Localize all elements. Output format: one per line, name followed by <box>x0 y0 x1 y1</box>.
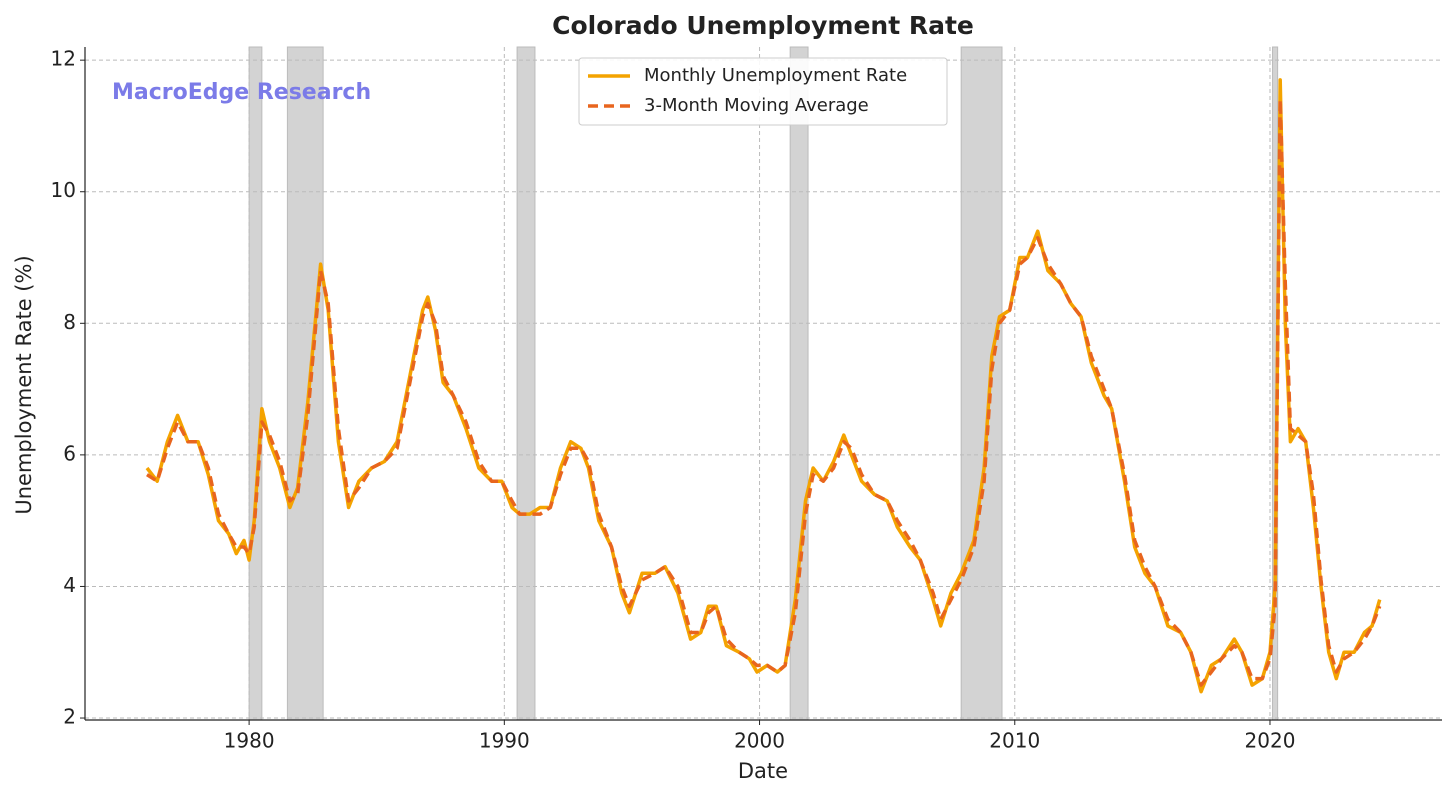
x-tick-label: 1980 <box>224 729 275 753</box>
legend-label: 3-Month Moving Average <box>644 95 869 116</box>
recession-band <box>960 46 1003 721</box>
x-tick-label: 2020 <box>1245 729 1296 753</box>
x-tick-label: 2000 <box>734 729 785 753</box>
y-tick-label: 2 <box>63 705 76 729</box>
series-line <box>146 97 1382 687</box>
y-tick-label: 8 <box>63 310 76 334</box>
series-line <box>145 78 1382 694</box>
x-tick-label: 2010 <box>989 729 1040 753</box>
recession-band <box>286 46 324 721</box>
y-tick-label: 10 <box>51 178 76 202</box>
y-axis-label: Unemployment Rate (%) <box>12 255 36 514</box>
watermark: MacroEdge Research <box>112 80 371 105</box>
legend-label: Monthly Unemployment Rate <box>644 65 907 86</box>
chart-title: Colorado Unemployment Rate <box>552 11 974 40</box>
legend-box <box>578 57 948 126</box>
y-tick-label: 12 <box>51 47 76 71</box>
x-axis-label: Date <box>738 759 788 783</box>
recession-band <box>248 46 263 721</box>
x-tick-label: 1990 <box>479 729 530 753</box>
y-tick-label: 6 <box>63 441 76 465</box>
recession-band <box>516 46 536 721</box>
legend: Monthly Unemployment Rate 3-Month Moving … <box>578 57 948 126</box>
y-tick-label: 4 <box>63 573 76 597</box>
